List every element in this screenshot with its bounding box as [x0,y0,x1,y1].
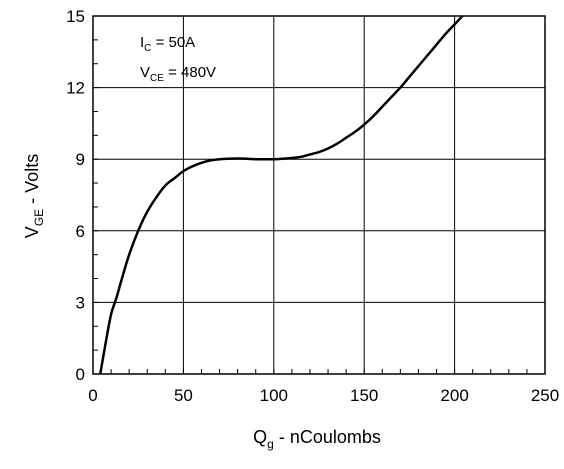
series-line-0 [98,16,465,374]
y-tick-labels: 0 3 6 9 12 15 [66,7,85,384]
y-tick-label: 15 [66,7,85,26]
plot-frame [92,15,546,375]
x-tick-label: 100 [260,386,288,405]
y-axis-label: VGE - Volts [22,154,46,238]
annotation-ic: IC = 50A [140,34,195,54]
x-tick-label: 150 [350,386,378,405]
y-tick-label: 12 [66,79,85,98]
x-tick-labels: 0 50 100 150 200 250 [88,386,559,405]
grid-lines [93,16,545,374]
x-tick-label: 200 [440,386,468,405]
annotation-vce: VCE = 480V [140,64,216,84]
x-axis-label: Qg - nCoulombs [253,427,381,451]
minor-ticks [93,39,528,374]
y-tick-label: 9 [76,150,85,169]
x-tick-label: 250 [531,386,559,405]
x-tick-label: 0 [88,386,97,405]
series-layer [98,16,465,374]
y-tick-label: 3 [76,293,85,312]
annotations: IC = 50A VCE = 480V [140,34,216,84]
y-tick-label: 6 [76,222,85,241]
y-tick-label: 0 [76,365,85,384]
x-tick-label: 50 [174,386,193,405]
